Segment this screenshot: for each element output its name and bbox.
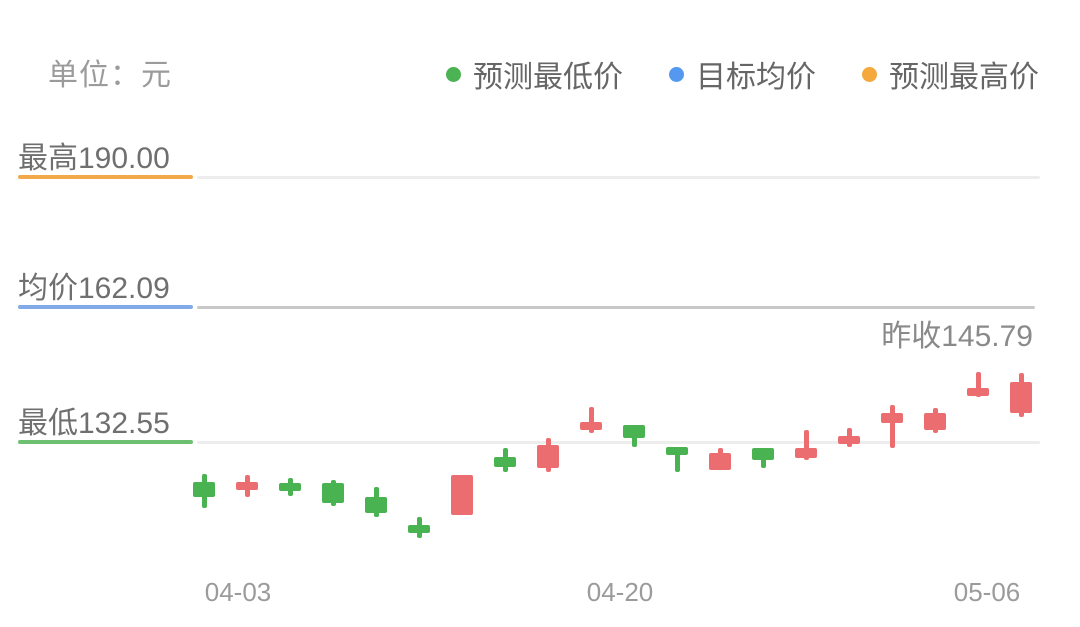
candle-wick bbox=[803, 430, 809, 461]
unit-label: 单位：元 bbox=[48, 59, 172, 92]
legend-item-target-avg[interactable]: 目标均价 bbox=[669, 52, 816, 96]
x-tick: 04-03 bbox=[204, 577, 272, 607]
candle-body bbox=[279, 483, 301, 492]
candle-body bbox=[795, 448, 817, 459]
candle-body bbox=[580, 422, 602, 431]
candle-body bbox=[623, 425, 645, 439]
legend-item-forecast-high[interactable]: 预测最高价 bbox=[862, 52, 1039, 96]
forecast-low-label: 最低132.55 bbox=[18, 407, 170, 440]
x-tick: 05-06 bbox=[953, 577, 1021, 607]
candle-body bbox=[408, 525, 430, 534]
forecast-low-gridline bbox=[197, 441, 1040, 444]
candle-body bbox=[881, 413, 903, 424]
candle-wick bbox=[975, 372, 981, 398]
candle-wick bbox=[674, 447, 680, 473]
candle-wick bbox=[889, 405, 895, 449]
candle-body bbox=[365, 497, 387, 514]
legend: 预测最低价 目标均价 预测最高价 bbox=[446, 52, 1039, 96]
candle-body bbox=[236, 482, 258, 491]
candle-body bbox=[451, 475, 473, 516]
target-avg-gridline bbox=[197, 306, 1035, 309]
forecast-low-dot-icon bbox=[446, 66, 461, 82]
candle-body bbox=[537, 445, 559, 469]
candle-body bbox=[666, 447, 688, 456]
forecast-high-line bbox=[18, 175, 193, 179]
candle-body bbox=[193, 482, 215, 498]
prev-close-label: 昨收145.79 bbox=[881, 320, 1033, 353]
candle-body bbox=[709, 453, 731, 471]
candle-body bbox=[322, 483, 344, 504]
target-avg-dot-icon bbox=[669, 66, 684, 82]
candle-body bbox=[1010, 382, 1032, 414]
candle-body bbox=[967, 388, 989, 397]
target-avg-label: 均价162.09 bbox=[18, 272, 170, 305]
candle-body bbox=[494, 457, 516, 468]
candle-body bbox=[838, 436, 860, 445]
legend-label: 目标均价 bbox=[696, 61, 816, 94]
target-avg-line bbox=[18, 305, 193, 309]
candle-body bbox=[752, 448, 774, 461]
forecast-low-line bbox=[18, 440, 193, 444]
x-tick: 04-20 bbox=[586, 577, 654, 607]
candle-body bbox=[924, 413, 946, 431]
legend-label: 预测最高价 bbox=[889, 61, 1039, 94]
forecast-high-gridline bbox=[197, 176, 1040, 179]
legend-item-forecast-low[interactable]: 预测最低价 bbox=[446, 52, 623, 96]
candle-wick bbox=[588, 407, 594, 434]
forecast-high-dot-icon bbox=[862, 66, 877, 82]
legend-label: 预测最低价 bbox=[473, 61, 623, 94]
forecast-high-label: 最高190.00 bbox=[18, 142, 170, 175]
